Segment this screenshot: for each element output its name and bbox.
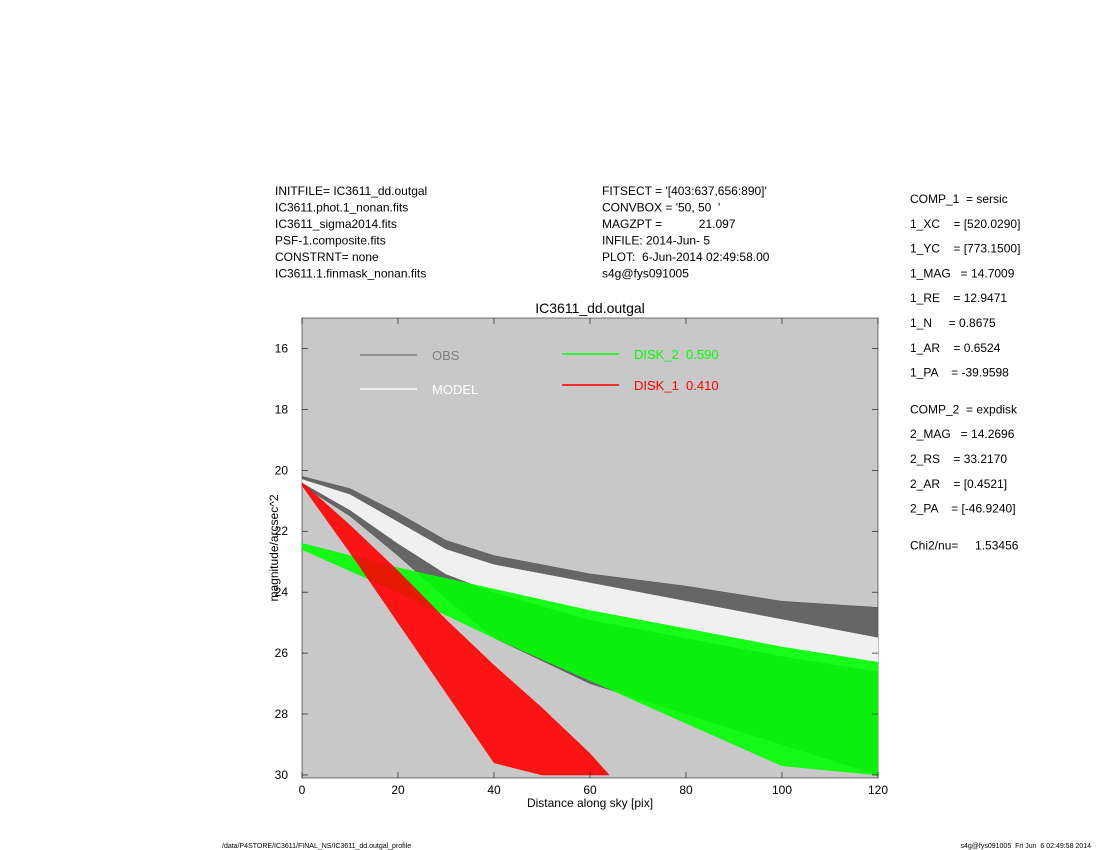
parameter-text: 1_PA = -39.9598 (910, 366, 1009, 380)
legend-label: DISK_2 0.590 (634, 347, 719, 362)
legend-label: DISK_1 0.410 (634, 378, 719, 393)
header-text: IC3611_sigma2014.fits (275, 217, 397, 231)
parameter-text: 2_AR = [0.4521] (910, 477, 1007, 491)
header-text: FITSECT = '[403:637,656:890]' (602, 184, 767, 198)
header-text: MAGZPT = 21.097 (602, 217, 736, 231)
y-tick-label: 30 (275, 768, 289, 782)
parameter-text: Chi2/nu= 1.53456 (910, 538, 1019, 552)
plot-layer (302, 476, 878, 776)
parameter-text: 1_AR = 0.6524 (910, 341, 1001, 355)
parameter-text: 1_YC = [773.1500] (910, 242, 1020, 256)
data-band (302, 482, 610, 776)
header-text: PSF-1.composite.fits (275, 234, 386, 248)
parameter-text: 2_MAG = 14.2696 (910, 427, 1015, 441)
header-text: INFILE: 2014-Jun- 5 (602, 234, 710, 248)
header-text: IC3611.phot.1_nonan.fits (275, 201, 408, 215)
header-text: INITFILE= IC3611_dd.outgal (275, 184, 427, 198)
header-text: CONVBOX = '50, 50 ' (602, 201, 720, 215)
header-text: IC3611.1.finmask_nonan.fits (275, 267, 426, 281)
x-tick-label: 20 (391, 783, 405, 797)
parameter-text: 1_MAG = 14.7009 (910, 266, 1015, 280)
parameter-text: 1_RE = 12.9471 (910, 291, 1007, 305)
parameter-text: 1_XC = [520.0290] (910, 217, 1020, 231)
x-tick-label: 100 (772, 783, 792, 797)
data-band (302, 479, 878, 672)
legend-label: MODEL (432, 382, 478, 397)
x-tick-label: 80 (679, 783, 693, 797)
y-tick-label: 18 (275, 402, 289, 416)
header-text: PLOT: 6-Jun-2014 02:49:58.00 (602, 250, 770, 264)
parameter-text: 2_PA = [-46.9240] (910, 502, 1016, 516)
footer-right: s4g@fys091005 Fri Jun 6 02:49:58 2014 (961, 843, 1092, 850)
y-tick-label: 16 (275, 341, 289, 355)
header-text: CONSTRNT= none (275, 250, 379, 264)
parameter-text: COMP_2 = expdisk (910, 402, 1018, 416)
parameter-text: 1_N = 0.8675 (910, 316, 996, 330)
footer-left: /data/P4STORE/IC3611/FINAL_NS/IC3611_dd.… (222, 843, 411, 850)
x-axis-label: Distance along sky [pix] (527, 796, 653, 810)
header-text: s4g@fys091005 (602, 267, 689, 281)
legend-label: OBS (432, 348, 460, 363)
parameter-text: COMP_1 = sersic (910, 192, 1008, 206)
y-axis-label: magnitude/arcsec^2 (267, 494, 281, 601)
x-tick-label: 40 (487, 783, 501, 797)
y-tick-label: 28 (275, 707, 289, 721)
x-tick-label: 60 (583, 783, 597, 797)
x-tick-label: 120 (868, 783, 888, 797)
x-tick-label: 0 (299, 783, 306, 797)
y-tick-label: 22 (275, 524, 289, 538)
parameter-text: 2_RS = 33.2170 (910, 452, 1007, 466)
y-tick-label: 26 (275, 646, 289, 660)
y-tick-label: 24 (275, 585, 289, 599)
chart-title: IC3611_dd.outgal (535, 300, 645, 316)
y-tick-label: 20 (275, 463, 289, 477)
